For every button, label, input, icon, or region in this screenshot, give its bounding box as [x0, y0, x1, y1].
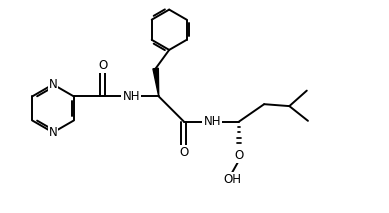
Text: O: O — [179, 146, 189, 159]
Text: N: N — [49, 78, 58, 91]
Text: O: O — [98, 59, 107, 72]
Text: O: O — [234, 149, 244, 162]
Text: OH: OH — [223, 173, 241, 186]
Polygon shape — [153, 68, 159, 96]
Text: NH: NH — [203, 115, 221, 128]
Text: N: N — [49, 126, 58, 139]
Text: NH: NH — [123, 90, 140, 103]
